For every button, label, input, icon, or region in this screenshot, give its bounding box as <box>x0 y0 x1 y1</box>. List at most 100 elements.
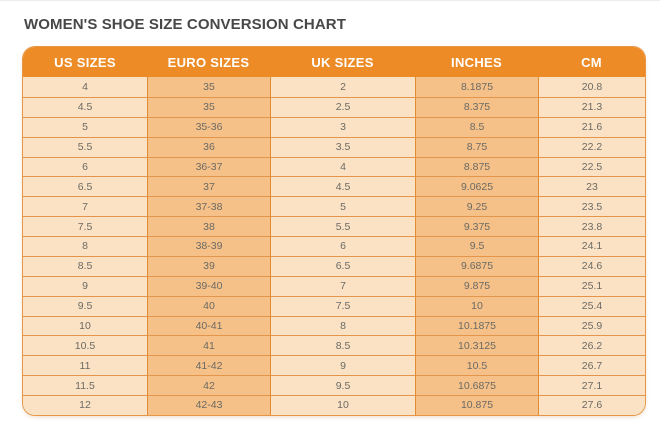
table-cell: 25.9 <box>538 315 645 336</box>
table-cell: 4.5 <box>23 96 147 117</box>
table-cell: 3.5 <box>270 136 415 157</box>
table-cell: 11.5 <box>23 375 147 395</box>
table-cell: 36-37 <box>147 156 270 177</box>
table-cell: 5.5 <box>270 216 415 236</box>
table-cell: 35-36 <box>147 116 270 137</box>
table-cell: 11 <box>23 355 147 376</box>
table-body: 4 35 2 8.1875 20.8 4.5 35 2.5 8.375 21.3 5 35-36 3 8.… <box>23 77 645 415</box>
table-cell: 12 <box>23 395 147 415</box>
table-cell: 25.4 <box>538 295 645 316</box>
table-cell: 21.6 <box>538 116 645 137</box>
table-cell: 9.5 <box>23 295 147 316</box>
table-cell: 9.6875 <box>415 255 538 276</box>
table-cell: 27.6 <box>538 395 645 415</box>
table-cell: 25.1 <box>538 275 645 296</box>
table-cell: 10 <box>270 395 415 415</box>
table-cell: 2.5 <box>270 96 415 117</box>
table-cell: 8.5 <box>415 116 538 137</box>
table-cell: 10 <box>415 295 538 316</box>
table-row: 10.5 41 8.5 10.3125 26.2 <box>23 335 645 356</box>
table-cell: 7 <box>270 275 415 296</box>
table-cell: 9 <box>270 355 415 376</box>
table-cell: 35 <box>147 77 270 97</box>
table-row: 7 37-38 5 9.25 23.5 <box>23 196 645 217</box>
table-cell: 6.5 <box>23 176 147 197</box>
table-cell: 8.75 <box>415 136 538 157</box>
table-cell: 41-42 <box>147 355 270 376</box>
table-cell: 37-38 <box>147 196 270 217</box>
table-cell: 37 <box>147 176 270 197</box>
table-cell: 5 <box>270 196 415 217</box>
table-cell: 23.5 <box>538 196 645 217</box>
column-header: US SIZES <box>54 54 116 70</box>
table-cell: 23 <box>538 176 645 197</box>
table-cell: 41 <box>147 335 270 356</box>
table-cell: 9.875 <box>415 275 538 296</box>
table-cell: 7.5 <box>23 216 147 236</box>
table-cell: 4 <box>23 77 147 97</box>
table-cell: 9.5 <box>415 236 538 256</box>
table-cell: 6 <box>270 236 415 256</box>
table-cell: 38 <box>147 216 270 236</box>
table-cell: 26.2 <box>538 335 645 356</box>
column-header: INCHES <box>451 54 502 70</box>
table-cell: 22.2 <box>538 136 645 157</box>
table-cell: 24.1 <box>538 236 645 256</box>
table-row: 6 36-37 4 8.875 22.5 <box>23 156 645 177</box>
table-cell: 8 <box>270 315 415 336</box>
column-header: UK SIZES <box>311 54 374 70</box>
table-cell: 10.3125 <box>415 335 538 356</box>
table-cell: 36 <box>147 136 270 157</box>
table-cell: 35 <box>147 96 270 117</box>
table-cell: 10.1875 <box>415 315 538 336</box>
table-cell: 10.5 <box>23 335 147 356</box>
table-cell: 5.5 <box>23 136 147 157</box>
table-cell: 21.3 <box>538 96 645 117</box>
table-row: 6.5 37 4.5 9.0625 23 <box>23 176 645 197</box>
table-row: 9.5 40 7.5 10 25.4 <box>23 295 645 316</box>
table-cell: 40-41 <box>147 315 270 336</box>
table-cell: 8.375 <box>415 96 538 117</box>
table-row: 5 35-36 3 8.5 21.6 <box>23 116 645 137</box>
table-cell: 3 <box>270 116 415 137</box>
table-cell: 8.5 <box>270 335 415 356</box>
table-cell: 40 <box>147 295 270 316</box>
table-cell: 9 <box>23 275 147 296</box>
table-cell: 8.5 <box>23 255 147 276</box>
table-row: 11.5 42 9.5 10.6875 27.1 <box>23 375 645 395</box>
table-row: 8.5 39 6.5 9.6875 24.6 <box>23 255 645 276</box>
column-header: EURO SIZES <box>167 54 250 70</box>
table-cell: 2 <box>270 77 415 97</box>
table-cell: 42 <box>147 375 270 395</box>
table-cell: 26.7 <box>538 355 645 376</box>
table-cell: 38-39 <box>147 236 270 256</box>
table-cell: 4.5 <box>270 176 415 197</box>
table-cell: 8 <box>23 236 147 256</box>
table-header-row: US SIZES EURO SIZES UK SIZES INCHES CM <box>23 47 645 77</box>
table-row: 4 35 2 8.1875 20.8 <box>23 77 645 97</box>
table-cell: 9.25 <box>415 196 538 217</box>
table-cell: 6 <box>23 156 147 177</box>
table-cell: 20.8 <box>538 77 645 97</box>
table-cell: 5 <box>23 116 147 137</box>
page-title: WOMEN'S SHOE SIZE CONVERSION CHART <box>24 16 346 33</box>
table-cell: 9.375 <box>415 216 538 236</box>
table-row: 11 41-42 9 10.5 26.7 <box>23 355 645 376</box>
table-cell: 23.8 <box>538 216 645 236</box>
table-cell: 39-40 <box>147 275 270 296</box>
table-cell: 10.875 <box>415 395 538 415</box>
table-row: 12 42-43 10 10.875 27.6 <box>23 395 645 415</box>
table-row: 7.5 38 5.5 9.375 23.8 <box>23 216 645 236</box>
table-cell: 27.1 <box>538 375 645 395</box>
table-cell: 4 <box>270 156 415 177</box>
table-cell: 10.5 <box>415 355 538 376</box>
table-cell: 10 <box>23 315 147 336</box>
table-cell: 10.6875 <box>415 375 538 395</box>
table-row: 4.5 35 2.5 8.375 21.3 <box>23 96 645 117</box>
table-cell: 9.5 <box>270 375 415 395</box>
table-row: 10 40-41 8 10.1875 25.9 <box>23 315 645 336</box>
table-row: 9 39-40 7 9.875 25.1 <box>23 275 645 296</box>
table-cell: 8.875 <box>415 156 538 177</box>
table-cell: 6.5 <box>270 255 415 276</box>
